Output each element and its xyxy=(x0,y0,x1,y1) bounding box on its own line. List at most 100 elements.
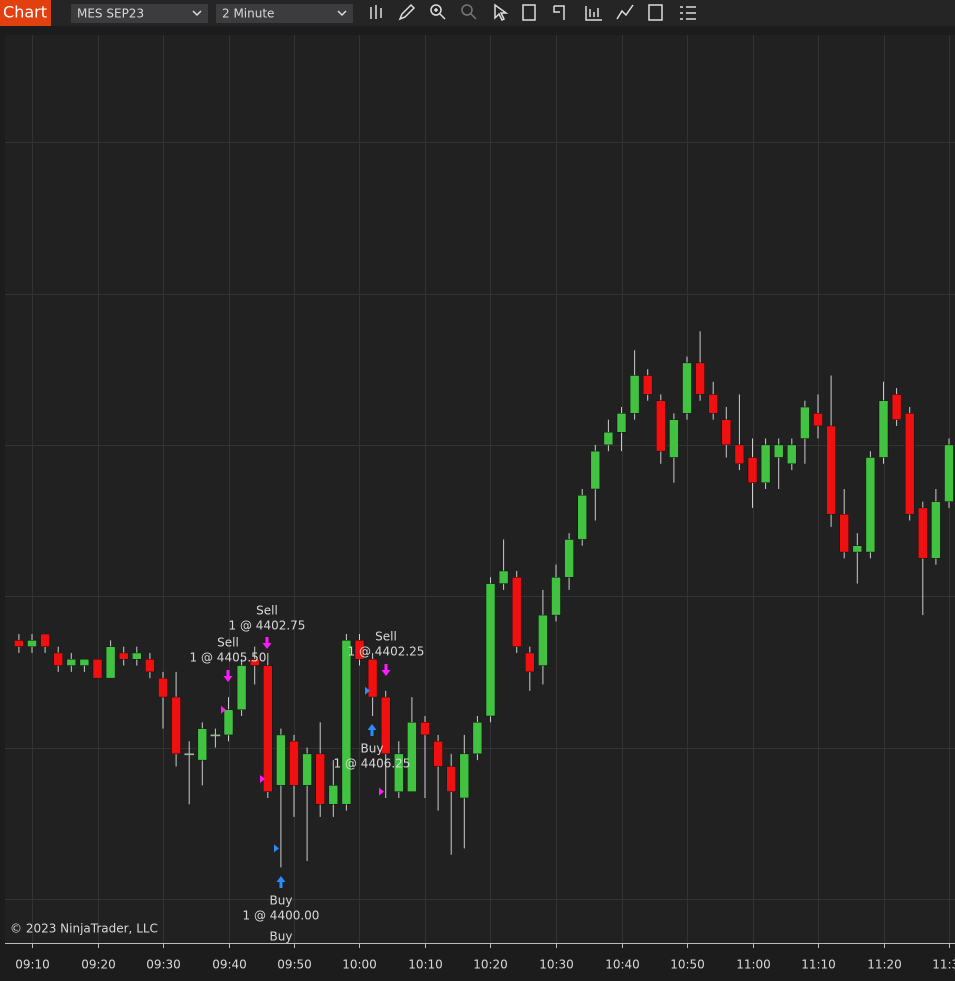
candle-body xyxy=(249,659,260,666)
candle-body xyxy=(171,696,181,755)
candle-body xyxy=(656,400,666,452)
candle-body xyxy=(760,444,771,483)
candle-body xyxy=(459,753,470,799)
candle-body xyxy=(564,539,574,578)
candle-body xyxy=(787,444,797,465)
trade-action: Sell xyxy=(375,630,397,644)
candle-body xyxy=(616,413,627,433)
trade-label: 1 @ 4406.25 xyxy=(334,757,411,771)
candle-body xyxy=(53,652,63,666)
x-tick-label: 10:00 xyxy=(342,958,377,972)
candle-body xyxy=(210,734,221,737)
x-tick-label: 10:20 xyxy=(473,958,508,972)
candle-body xyxy=(603,432,614,446)
trade-arrow xyxy=(223,670,233,682)
candle-body xyxy=(14,640,24,647)
trade-label: 1 @ 4402.75 xyxy=(229,619,306,633)
zoom-out-icon[interactable] xyxy=(461,4,473,16)
execution-marker xyxy=(274,844,279,853)
x-tick-label: 10:10 xyxy=(408,958,443,972)
candle-body xyxy=(629,375,640,414)
candle-body xyxy=(105,646,116,679)
candle-body xyxy=(538,614,548,666)
candle-body xyxy=(223,709,234,736)
candle-body xyxy=(904,413,915,515)
candle-body xyxy=(577,495,587,540)
execution-marker xyxy=(365,686,370,695)
pointer-icon[interactable] xyxy=(494,3,509,22)
candle-body xyxy=(865,457,876,553)
candle-body xyxy=(328,785,339,805)
bars-icon[interactable] xyxy=(370,5,382,19)
candle-body xyxy=(367,659,378,698)
interval-select[interactable] xyxy=(216,4,353,23)
x-tick-label: 10:30 xyxy=(539,958,574,972)
trade-label: 1 @ 4400.00 xyxy=(243,909,320,923)
candle-body xyxy=(695,362,705,395)
candle-body xyxy=(472,722,483,755)
candle-body xyxy=(511,577,522,647)
trade-action: Sell xyxy=(217,636,239,650)
trade-arrow xyxy=(367,724,377,736)
zoom-in-icon[interactable] xyxy=(430,4,442,16)
candle-body xyxy=(132,652,142,660)
x-tick-label: 11:30 xyxy=(932,958,955,972)
candle-body xyxy=(525,652,535,673)
candle-body xyxy=(354,640,365,660)
execution-marker xyxy=(221,705,226,714)
chart-tab[interactable] xyxy=(0,0,51,26)
trade-label: 1 @ 4405.50 xyxy=(190,651,267,665)
x-tick-label: 11:10 xyxy=(801,958,836,972)
strategy-icon[interactable] xyxy=(585,6,602,21)
candle-body xyxy=(813,413,823,427)
scale-icon[interactable] xyxy=(553,5,565,20)
instrument-select[interactable] xyxy=(71,4,208,23)
trade-label: 1 @ 4402.25 xyxy=(348,645,425,659)
candle-body xyxy=(40,633,50,647)
candle-body xyxy=(302,753,312,786)
candle-body xyxy=(826,425,836,515)
execution-marker xyxy=(260,775,265,784)
candle-body xyxy=(420,722,430,736)
candle-body xyxy=(446,766,456,792)
indicator-icon[interactable] xyxy=(616,4,634,20)
candle-body xyxy=(918,507,928,559)
x-tick-label: 10:40 xyxy=(605,958,640,972)
candle-body xyxy=(839,513,849,553)
plot-area xyxy=(5,35,955,943)
candle-body xyxy=(721,419,732,446)
properties-icon[interactable] xyxy=(680,6,696,20)
candle-body xyxy=(407,722,417,792)
x-tick-label: 11:20 xyxy=(867,958,902,972)
candle-body xyxy=(498,570,509,584)
trade-arrow xyxy=(276,876,286,888)
data-box-icon[interactable] xyxy=(522,4,536,21)
dropdown-arrow xyxy=(337,10,347,17)
x-tick-label: 10:50 xyxy=(670,958,705,972)
candle-body xyxy=(263,665,273,792)
candle-body xyxy=(66,659,77,666)
candle-body xyxy=(852,545,863,553)
trade-arrow xyxy=(262,637,272,649)
x-tick-label: 09:30 xyxy=(146,958,181,972)
trade-action: Sell xyxy=(256,604,278,618)
trade-arrow xyxy=(381,664,391,676)
candle-body xyxy=(197,728,208,761)
tab-label: Chart xyxy=(3,3,47,22)
candle-body xyxy=(590,450,601,490)
x-tick-label: 11:00 xyxy=(736,958,771,972)
candle-body xyxy=(158,677,168,698)
candle-body xyxy=(79,659,90,666)
candle-body xyxy=(944,444,954,502)
draw-icon[interactable] xyxy=(398,3,416,21)
candle-body xyxy=(800,406,810,439)
x-tick-label: 09:10 xyxy=(15,958,50,972)
candle-body xyxy=(289,740,299,786)
candle-body xyxy=(891,394,902,420)
candle-body xyxy=(118,652,129,660)
template-icon[interactable] xyxy=(648,4,663,21)
candle-body xyxy=(931,501,941,559)
candle-body xyxy=(236,665,247,710)
